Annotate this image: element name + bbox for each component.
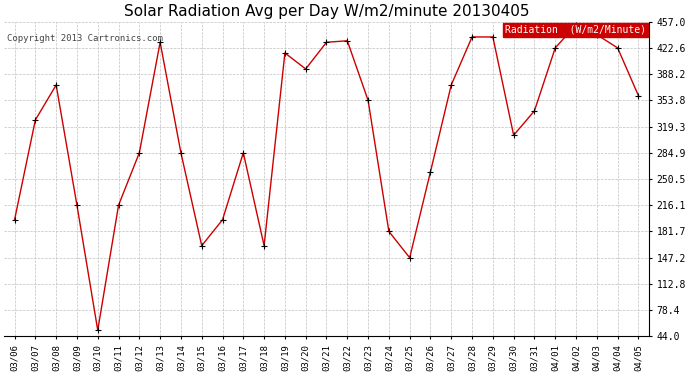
Text: Radiation  (W/m2/Minute): Radiation (W/m2/Minute) — [504, 25, 646, 35]
Text: Copyright 2013 Cartronics.com: Copyright 2013 Cartronics.com — [7, 34, 163, 43]
Title: Solar Radiation Avg per Day W/m2/minute 20130405: Solar Radiation Avg per Day W/m2/minute … — [124, 4, 529, 19]
